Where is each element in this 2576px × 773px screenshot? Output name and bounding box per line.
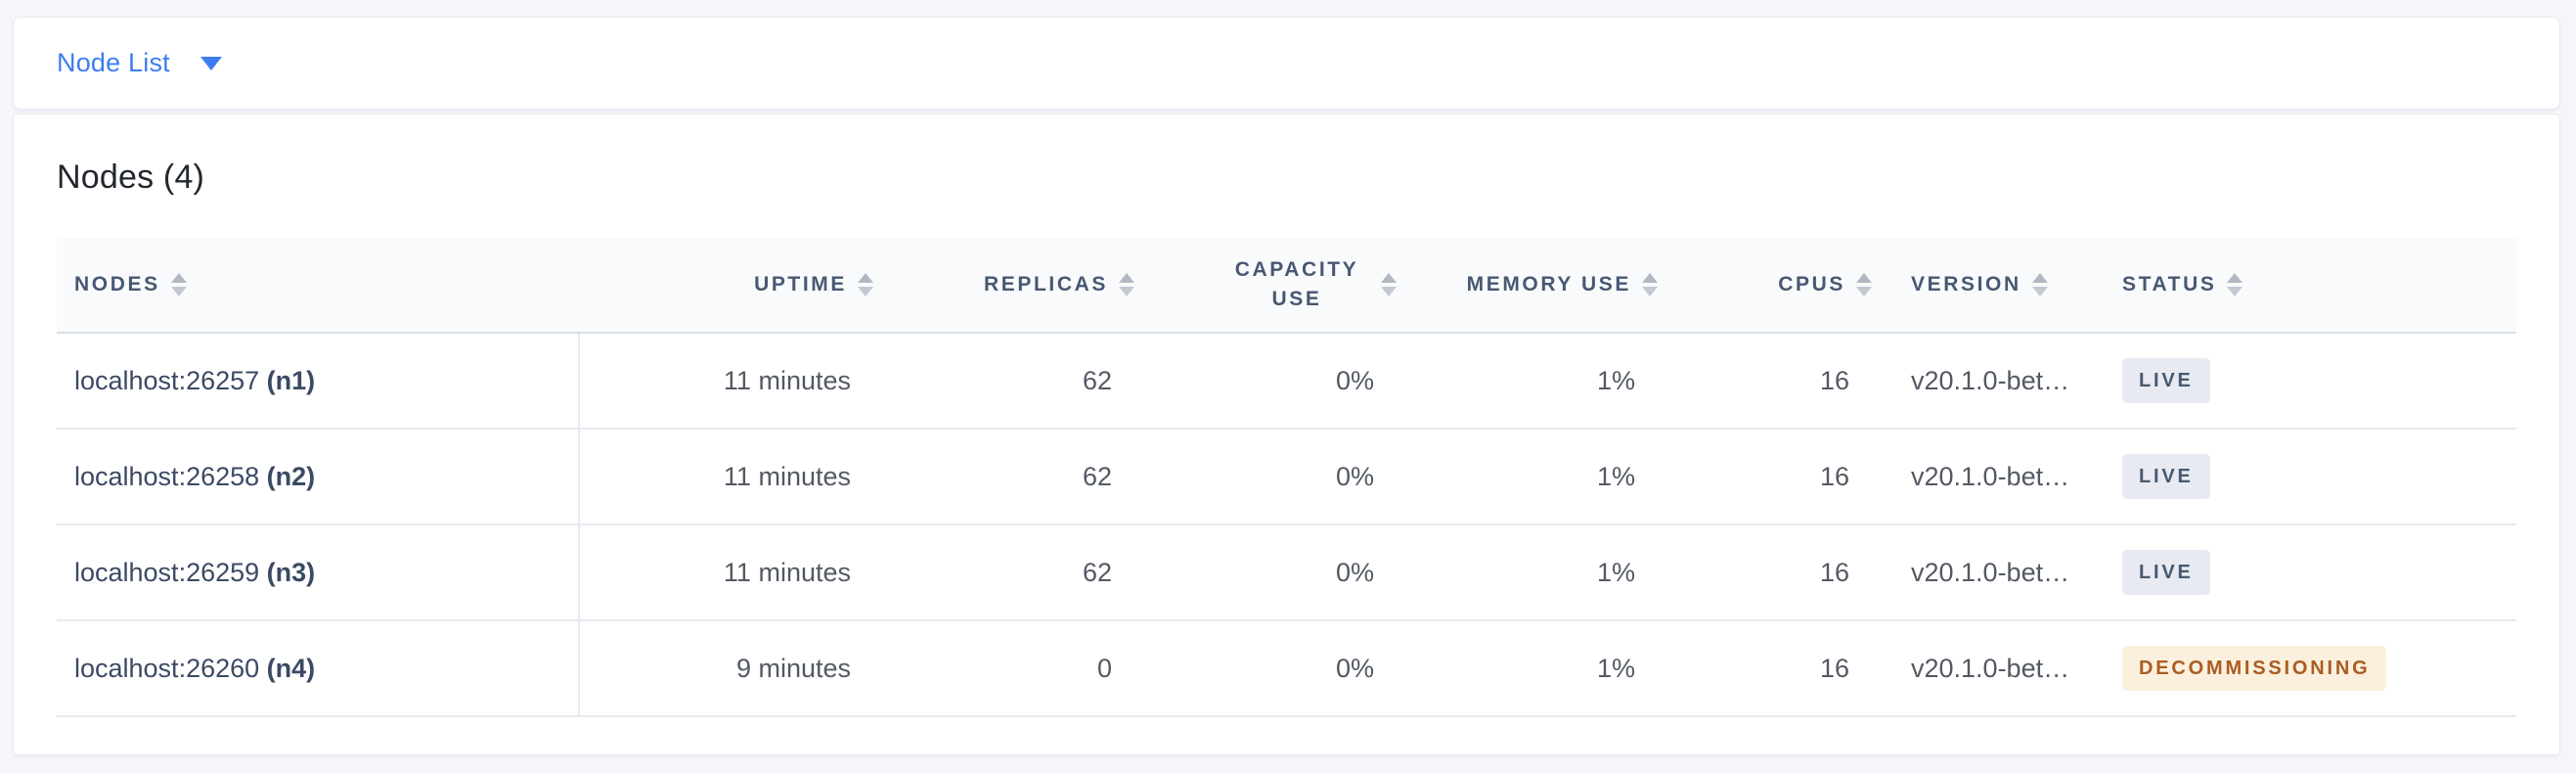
column-header-memory-use[interactable]: Memory Use	[1397, 238, 1658, 334]
version-cell: v20.1.0-bet…	[1872, 524, 2110, 621]
node-address: localhost:26258	[74, 461, 260, 491]
node-id: (n1)	[266, 365, 316, 395]
cpus-cell: 16	[1658, 429, 1872, 525]
node-address: localhost:26259	[74, 557, 260, 587]
sort-icon[interactable]	[1381, 273, 1397, 296]
memory-use-cell: 1%	[1397, 620, 1658, 717]
capacity-use-cell: 0%	[1134, 620, 1397, 717]
status-badge: Live	[2122, 358, 2210, 403]
memory-use-cell: 1%	[1397, 333, 1658, 430]
table-header-row: Nodes Uptime Replicas	[57, 238, 2516, 334]
column-label: Status	[2122, 273, 2217, 296]
status-cell: Live	[2110, 524, 2516, 621]
column-header-uptime[interactable]: Uptime	[579, 238, 873, 334]
table-row-node-1[interactable]: localhost:26257 (n1) 11 minutes 62 0% 1%…	[57, 333, 2516, 430]
cpus-cell: 16	[1658, 620, 1872, 717]
nodes-table: Nodes Uptime Replicas	[57, 238, 2516, 717]
column-label: CPUs	[1778, 273, 1845, 296]
replicas-cell: 62	[873, 333, 1134, 430]
sort-icon[interactable]	[858, 273, 873, 296]
status-badge: Live	[2122, 550, 2210, 595]
node-id: (n4)	[266, 653, 316, 683]
sort-icon[interactable]	[1119, 273, 1134, 296]
status-badge: Decommissioning	[2122, 646, 2387, 691]
capacity-use-cell: 0%	[1134, 524, 1397, 621]
node-address: localhost:26260	[74, 653, 260, 683]
view-selector-dropdown[interactable]: Node List	[57, 48, 222, 78]
version-cell: v20.1.0-bet…	[1872, 333, 2110, 430]
uptime-cell: 11 minutes	[579, 429, 873, 525]
column-header-version[interactable]: Version	[1872, 238, 2110, 334]
replicas-cell: 0	[873, 620, 1134, 717]
capacity-use-cell: 0%	[1134, 429, 1397, 525]
status-cell: Live	[2110, 333, 2516, 430]
column-header-capacity-use[interactable]: Capacity Use	[1134, 238, 1397, 334]
node-address-cell[interactable]: localhost:26260 (n4)	[57, 620, 580, 717]
node-address-cell[interactable]: localhost:26259 (n3)	[57, 524, 580, 621]
column-header-status[interactable]: Status	[2110, 238, 2516, 334]
table-row-node-3[interactable]: localhost:26259 (n3) 11 minutes 62 0% 1%…	[57, 524, 2516, 621]
replicas-cell: 62	[873, 524, 1134, 621]
column-header-nodes[interactable]: Nodes	[57, 238, 579, 334]
status-cell: Live	[2110, 429, 2516, 525]
caret-down-icon	[200, 56, 222, 70]
memory-use-cell: 1%	[1397, 524, 1658, 621]
column-label: Replicas	[984, 273, 1108, 296]
version-cell: v20.1.0-bet…	[1872, 429, 2110, 525]
column-label: Version	[1911, 273, 2021, 296]
replicas-cell: 62	[873, 429, 1134, 525]
node-address: localhost:26257	[74, 365, 260, 395]
node-address-cell[interactable]: localhost:26258 (n2)	[57, 429, 580, 525]
nodes-panel: Nodes (4) Nodes Uptim	[13, 114, 2560, 755]
column-header-cpus[interactable]: CPUs	[1658, 238, 1872, 334]
version-cell: v20.1.0-bet…	[1872, 620, 2110, 717]
view-selector-bar: Node List	[13, 17, 2560, 110]
node-id: (n3)	[266, 557, 316, 587]
sort-icon[interactable]	[2031, 273, 2048, 296]
node-address-cell[interactable]: localhost:26257 (n1)	[57, 333, 580, 430]
sort-icon[interactable]	[2227, 273, 2243, 296]
memory-use-cell: 1%	[1397, 429, 1658, 525]
column-header-replicas[interactable]: Replicas	[873, 238, 1134, 334]
node-id: (n2)	[266, 461, 316, 491]
uptime-cell: 9 minutes	[579, 620, 873, 717]
sort-icon[interactable]	[1856, 273, 1872, 296]
view-selector-label: Node List	[57, 48, 170, 77]
column-label: Uptime	[754, 273, 847, 296]
uptime-cell: 11 minutes	[579, 333, 873, 430]
page-title: Nodes (4)	[57, 159, 205, 196]
column-label: Memory Use	[1466, 273, 1631, 296]
status-cell: Decommissioning	[2110, 620, 2516, 717]
uptime-cell: 11 minutes	[579, 524, 873, 621]
status-badge: Live	[2122, 454, 2210, 499]
cpus-cell: 16	[1658, 524, 1872, 621]
cpus-cell: 16	[1658, 333, 1872, 430]
table-row-node-4[interactable]: localhost:26260 (n4) 9 minutes 0 0% 1% 1…	[57, 620, 2516, 717]
column-label: Nodes	[74, 273, 160, 296]
column-label: Capacity Use	[1234, 258, 1359, 310]
capacity-use-cell: 0%	[1134, 333, 1397, 430]
sort-icon[interactable]	[170, 273, 187, 296]
sort-icon[interactable]	[1642, 273, 1658, 296]
table-row-node-2[interactable]: localhost:26258 (n2) 11 minutes 62 0% 1%…	[57, 429, 2516, 525]
